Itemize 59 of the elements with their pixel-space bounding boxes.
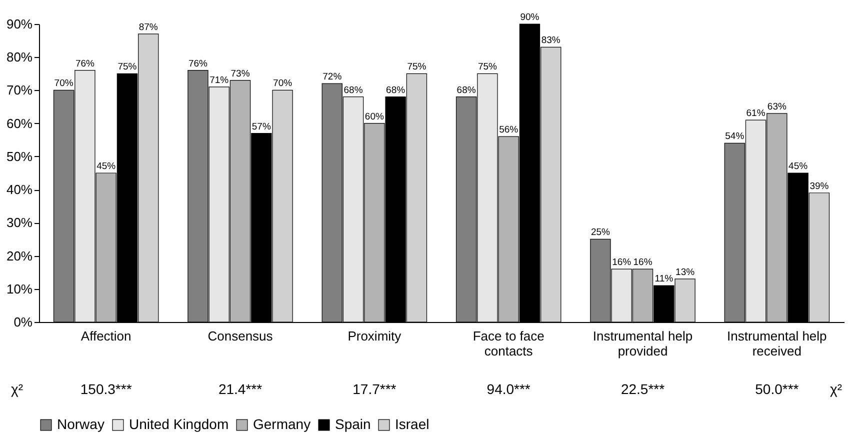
legend-label: Norway	[57, 416, 104, 432]
data-label: 76%	[188, 58, 208, 70]
text: 22.5***	[620, 381, 666, 397]
y-tick-label: 80%	[6, 50, 33, 65]
legend-label: Germany	[253, 416, 311, 432]
data-label: 71%	[210, 74, 230, 86]
data-label: 75%	[407, 62, 427, 73]
data-label: 16%	[633, 257, 653, 268]
x-tick-label: Instrumental help provided	[592, 328, 693, 358]
text: 21.4***	[218, 381, 263, 397]
data-label: 16%	[612, 257, 632, 268]
x-tick-label: Consensus	[208, 328, 274, 344]
y-tick-label: 50%	[6, 148, 33, 164]
data-label: 70%	[273, 78, 293, 90]
y-tick-label: 70%	[6, 82, 33, 98]
data-label: 70%	[54, 78, 74, 90]
data-label: 54%	[725, 131, 745, 142]
data-label: 60%	[364, 111, 384, 122]
data-label: 75%	[118, 62, 138, 73]
text: χ²	[830, 381, 842, 397]
data-label: 13%	[676, 266, 696, 278]
text: 94.0***	[486, 381, 531, 397]
legend-label: Spain	[335, 416, 371, 432]
legend-label: United Kingdom	[129, 416, 229, 432]
data-label: 11%	[654, 274, 674, 285]
text: 150.3***	[80, 381, 132, 397]
data-label: 63%	[767, 101, 787, 112]
data-label: 72%	[322, 72, 342, 83]
data-label: 68%	[344, 84, 364, 96]
data-label: 73%	[230, 68, 250, 80]
data-label: 76%	[75, 58, 95, 70]
data-label: 68%	[456, 84, 476, 96]
y-tick-label: 60%	[6, 116, 33, 131]
y-tick-label: 0%	[14, 314, 33, 330]
data-label: 39%	[810, 180, 830, 192]
data-label: 83%	[541, 35, 561, 46]
y-tick-label: 10%	[6, 281, 33, 296]
data-label: 25%	[590, 227, 611, 238]
data-label: 61%	[746, 108, 766, 120]
data-label: 57%	[252, 121, 272, 132]
data-label: 45%	[96, 161, 116, 172]
data-label: 56%	[499, 124, 519, 136]
x-tick-label: Face to face contacts	[472, 328, 544, 358]
data-label: 90%	[520, 12, 540, 23]
data-label: 68%	[386, 84, 406, 96]
legend-label: Israel	[395, 416, 430, 432]
x-tick-label: Instrumental help received	[727, 328, 827, 358]
data-label: 75%	[478, 62, 498, 73]
y-tick-label: 40%	[6, 182, 33, 198]
text: 17.7***	[352, 381, 397, 397]
y-tick-label: 20%	[6, 248, 33, 264]
text: χ²	[10, 381, 24, 397]
y-tick-label: 30%	[6, 215, 33, 230]
x-tick-label: Proximity	[348, 328, 402, 344]
y-tick-label: 90%	[6, 16, 33, 32]
x-tick-label: Affection	[80, 328, 132, 344]
data-label: 87%	[138, 22, 158, 33]
data-label: 45%	[788, 161, 808, 172]
text: 50.0***	[755, 381, 800, 397]
